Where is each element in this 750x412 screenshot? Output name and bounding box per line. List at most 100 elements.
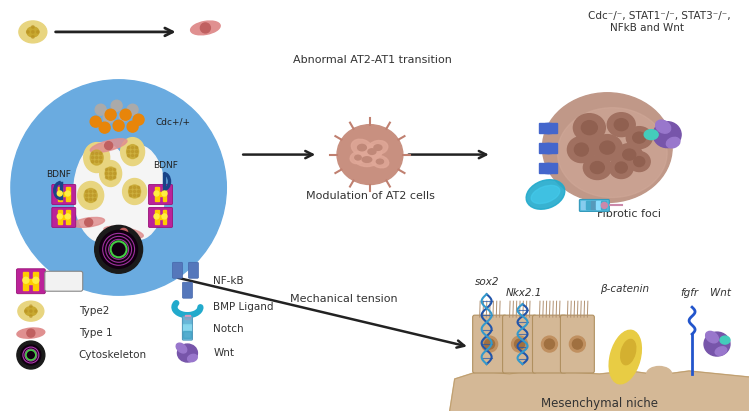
FancyBboxPatch shape (52, 207, 76, 227)
Bar (66, 211, 70, 225)
Bar (154, 211, 158, 225)
Ellipse shape (720, 336, 730, 344)
Ellipse shape (568, 137, 596, 163)
Circle shape (23, 277, 28, 283)
Circle shape (200, 23, 211, 33)
FancyBboxPatch shape (52, 185, 76, 204)
Circle shape (85, 218, 93, 226)
Ellipse shape (666, 137, 680, 148)
Circle shape (128, 146, 130, 149)
Circle shape (111, 100, 122, 111)
Bar (157, 215, 164, 220)
FancyBboxPatch shape (148, 207, 172, 227)
FancyBboxPatch shape (182, 316, 193, 340)
Bar (545, 123, 557, 133)
Bar (548, 143, 550, 152)
Circle shape (104, 112, 114, 123)
Ellipse shape (626, 126, 652, 149)
Circle shape (162, 214, 167, 219)
Bar (581, 201, 586, 209)
Text: NF-kB: NF-kB (213, 276, 244, 286)
Circle shape (131, 150, 134, 153)
Circle shape (482, 336, 497, 352)
FancyBboxPatch shape (45, 271, 82, 291)
Ellipse shape (621, 339, 636, 365)
Bar (26, 279, 36, 284)
Ellipse shape (84, 189, 98, 202)
Text: Mechanical tension: Mechanical tension (290, 294, 398, 304)
Ellipse shape (355, 155, 362, 160)
FancyBboxPatch shape (16, 269, 45, 294)
Ellipse shape (609, 157, 633, 178)
Circle shape (100, 160, 102, 163)
Ellipse shape (18, 301, 44, 321)
Ellipse shape (188, 354, 197, 362)
Bar (58, 211, 62, 225)
Ellipse shape (376, 159, 383, 164)
Circle shape (162, 191, 167, 196)
Ellipse shape (646, 367, 672, 382)
Circle shape (134, 186, 136, 189)
Bar (596, 201, 602, 209)
Circle shape (27, 329, 34, 337)
Circle shape (131, 154, 134, 157)
Ellipse shape (19, 21, 46, 43)
Circle shape (86, 190, 88, 193)
Text: Wnt: Wnt (213, 348, 234, 358)
Ellipse shape (644, 130, 658, 140)
Circle shape (32, 26, 34, 28)
Circle shape (21, 345, 40, 365)
Circle shape (92, 157, 94, 159)
Circle shape (94, 190, 96, 193)
Circle shape (57, 191, 62, 196)
Circle shape (95, 157, 98, 159)
FancyBboxPatch shape (580, 199, 609, 211)
Circle shape (89, 198, 92, 201)
Ellipse shape (176, 343, 187, 353)
Text: BMP Ligand: BMP Ligand (213, 302, 274, 312)
Ellipse shape (17, 328, 45, 338)
Ellipse shape (706, 331, 718, 343)
Ellipse shape (74, 143, 131, 242)
Circle shape (569, 336, 585, 352)
Bar (23, 272, 28, 290)
Circle shape (17, 341, 45, 369)
Ellipse shape (609, 330, 641, 384)
Text: Wnt: Wnt (710, 288, 731, 298)
Ellipse shape (526, 180, 565, 209)
Circle shape (484, 339, 494, 349)
Text: Nkx2.1: Nkx2.1 (506, 288, 542, 298)
Circle shape (92, 152, 94, 155)
Circle shape (89, 190, 92, 193)
Ellipse shape (122, 178, 146, 204)
Ellipse shape (656, 120, 670, 133)
Text: Mesenchymal niche: Mesenchymal niche (541, 398, 658, 410)
Bar (545, 143, 557, 152)
Ellipse shape (616, 144, 642, 166)
Ellipse shape (100, 161, 122, 187)
Circle shape (113, 176, 116, 179)
Circle shape (113, 169, 116, 171)
Polygon shape (450, 369, 749, 411)
Circle shape (11, 80, 226, 295)
Circle shape (65, 214, 70, 219)
Circle shape (130, 186, 132, 189)
Ellipse shape (350, 152, 366, 164)
Bar (60, 192, 68, 197)
Bar (157, 192, 164, 197)
Ellipse shape (592, 135, 622, 161)
Bar (185, 315, 190, 319)
Circle shape (127, 121, 138, 132)
Circle shape (100, 230, 137, 268)
Bar (163, 211, 166, 225)
Bar (154, 187, 158, 201)
Text: Notch: Notch (213, 324, 244, 334)
Circle shape (128, 150, 130, 153)
Circle shape (94, 198, 96, 201)
Text: Cytoskeleton: Cytoskeleton (79, 350, 147, 360)
Circle shape (105, 109, 116, 120)
Circle shape (95, 152, 98, 155)
Circle shape (154, 191, 159, 196)
Bar (58, 187, 62, 201)
Text: Type 1: Type 1 (79, 328, 112, 338)
